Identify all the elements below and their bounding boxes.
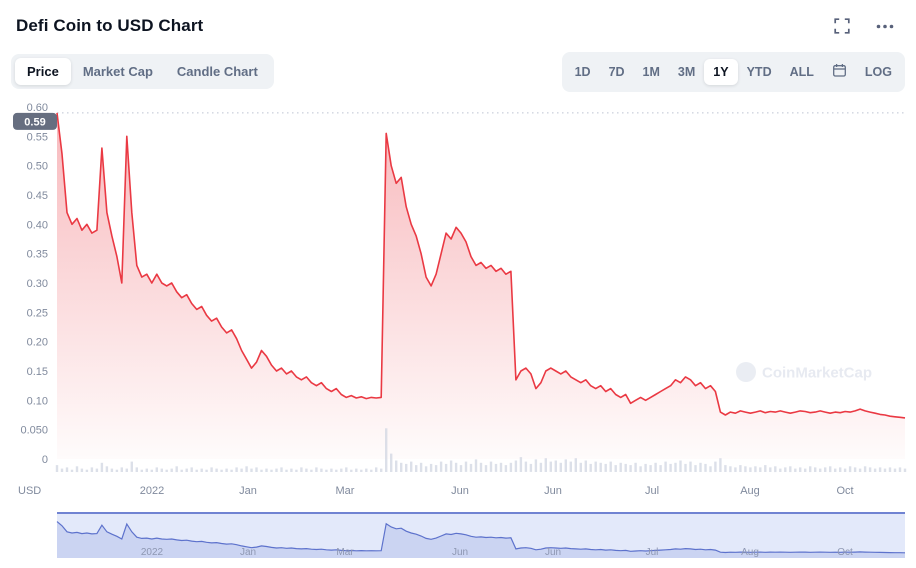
svg-text:0: 0: [42, 454, 48, 466]
minimap-area: [57, 521, 905, 558]
svg-text:Jun: Jun: [544, 485, 562, 497]
range-1m[interactable]: 1M: [634, 59, 669, 86]
svg-text:Jul: Jul: [646, 547, 659, 558]
calendar-icon[interactable]: [823, 56, 856, 88]
log-scale-toggle[interactable]: LOG: [856, 59, 901, 86]
range-ytd[interactable]: YTD: [738, 59, 781, 86]
price-badge: 0.59: [13, 112, 57, 130]
svg-text:Jul: Jul: [645, 485, 659, 497]
minimap[interactable]: 2022 Jan Mar Jun Jun Jul Aug Oct: [0, 511, 916, 562]
minimap-brush[interactable]: [57, 512, 905, 558]
price-area: [57, 112, 905, 459]
svg-text:Mar: Mar: [336, 547, 354, 558]
svg-text:Aug: Aug: [740, 485, 760, 497]
minimap-x-labels: 2022 Jan Mar Jun Jun Jul Aug Oct: [141, 547, 853, 558]
svg-text:Jan: Jan: [239, 485, 257, 497]
svg-text:0.50: 0.50: [27, 160, 48, 172]
range-1y[interactable]: 1Y: [704, 58, 738, 85]
page-title: Defi Coin to USD Chart: [16, 16, 204, 35]
tab-market-cap[interactable]: Market Cap: [71, 58, 165, 85]
svg-text:0.25: 0.25: [27, 307, 48, 319]
svg-text:Jun: Jun: [451, 485, 469, 497]
range-7d[interactable]: 7D: [600, 59, 634, 86]
chart-type-switcher: Price Market Cap Candle Chart: [11, 54, 274, 90]
minimap-line: [56, 520, 906, 553]
svg-text:2022: 2022: [140, 485, 164, 497]
y-axis-labels: 0.60 0.55 0.50 0.45 0.40 0.35 0.30 0.25 0.20 0.15…: [20, 102, 48, 466]
x-axis-labels: USD 2022 Jan Mar Jun Jun Jul Aug Oct: [18, 485, 854, 497]
svg-text:0.20: 0.20: [27, 336, 48, 348]
chart-header: Defi Coin to USD Chart: [0, 0, 916, 36]
svg-text:0.59: 0.59: [24, 116, 45, 128]
svg-text:0.050: 0.050: [20, 424, 48, 436]
price-line: [56, 112, 906, 419]
watermark: CoinMarketCap: [736, 361, 872, 382]
range-1d[interactable]: 1D: [566, 59, 600, 86]
svg-text:0.55: 0.55: [27, 131, 48, 143]
svg-text:0.10: 0.10: [27, 395, 48, 407]
svg-text:Jan: Jan: [240, 547, 256, 558]
usd-axis-label: USD: [18, 485, 41, 497]
svg-text:Aug: Aug: [741, 547, 759, 558]
svg-text:0.15: 0.15: [27, 366, 48, 378]
tab-candle-chart[interactable]: Candle Chart: [165, 58, 270, 85]
svg-text:Oct: Oct: [836, 485, 853, 497]
date-range-switcher: 1D 7D 1M 3M 1Y YTD ALL LOG: [561, 52, 905, 92]
tab-price[interactable]: Price: [15, 58, 71, 86]
fullscreen-icon[interactable]: [834, 18, 850, 34]
svg-text:0.60: 0.60: [27, 102, 48, 114]
svg-text:0.45: 0.45: [27, 190, 48, 202]
svg-text:Mar: Mar: [336, 485, 355, 497]
svg-text:2022: 2022: [141, 547, 164, 558]
svg-text:0.30: 0.30: [27, 278, 48, 290]
svg-text:CoinMarketCap: CoinMarketCap: [762, 364, 872, 381]
minimap-background: [57, 511, 905, 558]
volume-bars: [55, 427, 907, 472]
chart-toolbar: Price Market Cap Candle Chart 1D 7D 1M 3…: [0, 52, 916, 92]
range-all[interactable]: ALL: [781, 59, 823, 86]
svg-text:Jun: Jun: [545, 547, 561, 558]
main-chart[interactable]: CoinMarketCap 0.60 0.55 0.50 0.45 0.40 0.35 0.3…: [0, 100, 916, 504]
svg-text:0.40: 0.40: [27, 219, 48, 231]
svg-text:0.35: 0.35: [27, 248, 48, 260]
svg-text:Oct: Oct: [837, 547, 853, 558]
svg-text:Jun: Jun: [452, 547, 468, 558]
more-options-icon[interactable]: [876, 24, 894, 29]
range-3m[interactable]: 3M: [669, 59, 704, 86]
